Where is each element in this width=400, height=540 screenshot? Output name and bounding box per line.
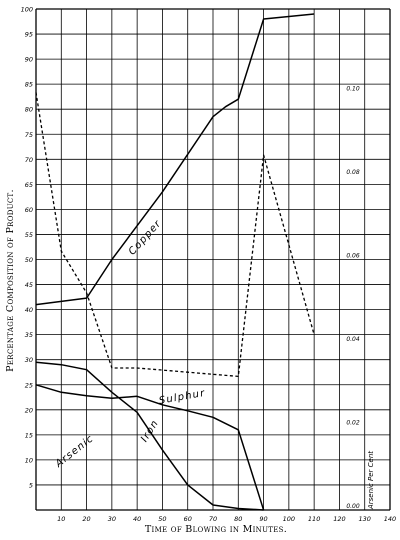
right-tick-label: 0.10	[346, 86, 360, 93]
y-tick-label: 95	[25, 31, 33, 39]
x-tick-label: 40	[133, 515, 141, 523]
series-label-copper: Copper	[127, 218, 164, 258]
right-tick-label: 0.06	[346, 253, 360, 260]
y-axis-title: Percentage Composition of Product.	[2, 80, 18, 480]
y-tick-label: 35	[25, 331, 33, 339]
y-tick-label: 50	[25, 256, 33, 264]
right-tick-label: 0.00	[346, 503, 360, 510]
y-tick-label: 40	[25, 306, 33, 314]
series-label-sulphur: Sulphur	[158, 388, 206, 407]
series-line-arsenic	[35, 92, 315, 378]
x-tick-label: 140	[384, 515, 396, 523]
y-tick-label: 65	[25, 181, 33, 189]
y-tick-label: 20	[25, 406, 33, 414]
series-label-arsenic: Arsenic	[53, 433, 96, 470]
x-tick-label: 50	[158, 515, 166, 523]
right-axis-title-text: Arsenic Per Cent	[367, 450, 375, 510]
y-tick-label: 90	[25, 56, 33, 64]
y-tick-label: 80	[25, 106, 33, 114]
x-axis-title: Time of Blowing in Minutes.	[144, 524, 288, 535]
series-line-sulphur	[35, 384, 265, 511]
y-tick-label: 10	[25, 456, 33, 464]
y-tick-label: 45	[25, 281, 33, 289]
right-axis-title: Arsenic Per Cent	[364, 440, 378, 520]
series-line-iron	[35, 361, 264, 511]
chart-grid	[35, 8, 391, 511]
x-tick-label: 120	[333, 515, 345, 523]
chart-ticks: 5101520253035404550556065707580859095100…	[21, 6, 397, 524]
x-tick-label: 30	[108, 515, 116, 523]
x-tick-label: 10	[57, 515, 65, 523]
series-line-copper	[35, 13, 315, 306]
x-tick-label: 80	[234, 515, 242, 523]
x-tick-label: 100	[283, 515, 295, 523]
y-axis-title-text: Percentage Composition of Product.	[4, 188, 16, 372]
x-tick-label: 60	[184, 515, 192, 523]
y-tick-label: 55	[25, 231, 33, 239]
right-tick-label: 0.04	[346, 336, 360, 343]
y-tick-label: 70	[25, 156, 33, 164]
y-tick-label: 30	[25, 356, 33, 364]
right-tick-label: 0.08	[346, 169, 360, 176]
y-tick-label: 100	[21, 6, 33, 14]
x-tick-label: 20	[82, 515, 90, 523]
y-tick-label: 25	[25, 381, 33, 389]
x-tick-label: 70	[209, 515, 217, 523]
x-tick-label: 90	[259, 515, 267, 523]
y-tick-label: 60	[25, 206, 33, 214]
y-tick-label: 75	[25, 131, 33, 139]
y-tick-label: 5	[29, 481, 33, 489]
y-tick-label: 15	[25, 431, 33, 439]
right-tick-label: 0.02	[346, 420, 360, 427]
series-label-iron: Iron	[139, 418, 161, 444]
x-tick-label: 110	[308, 515, 320, 523]
y-tick-label: 85	[25, 81, 33, 89]
x-tick-label: 130	[359, 515, 371, 523]
chart-series: Copper Sulphur Iron Arsenic	[35, 13, 315, 511]
